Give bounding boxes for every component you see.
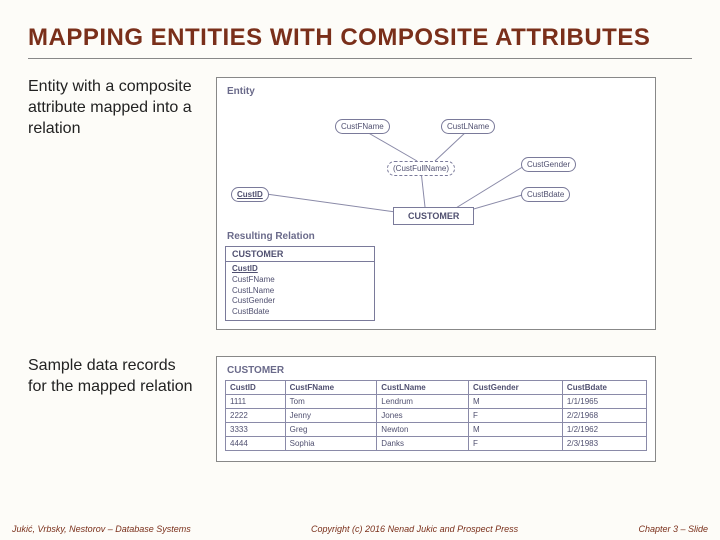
er-area: CustID CustFName CustLName (CustFullName) Cu… (225, 101, 647, 229)
sample-table: CustIDCustFNameCustLNameCustGenderCustBd… (225, 380, 647, 451)
table-header: CustFName (285, 380, 377, 394)
attr-custgender: CustGender (521, 157, 576, 172)
relation-col: CustFName (232, 275, 368, 286)
table-cell: Lendrum (377, 394, 469, 408)
table-cell: Jones (377, 408, 469, 422)
er-diagram-panel: Entity CustIDCustFNameCustLName(CustFull… (216, 77, 656, 330)
table-cell: M (468, 394, 562, 408)
sample-label: CUSTOMER (227, 365, 647, 376)
table-cell: 2/3/1983 (562, 436, 646, 450)
footer-left: Jukić, Vrbsky, Nestorov – Database Syste… (12, 524, 191, 534)
relation-col: CustID (232, 264, 368, 275)
table-cell: Jenny (285, 408, 377, 422)
relation-columns: CustIDCustFNameCustLNameCustGenderCustBd… (226, 262, 374, 320)
table-row: 3333GregNewtonM1/2/1962 (226, 422, 647, 436)
attr-custid: CustID (231, 187, 269, 202)
table-header: CustLName (377, 380, 469, 394)
table-cell: Newton (377, 422, 469, 436)
attr-custfname: CustFName (335, 119, 390, 134)
relation-box: CUSTOMER CustIDCustFNameCustLNameCustGen… (225, 246, 375, 321)
table-cell: Greg (285, 422, 377, 436)
table-cell: F (468, 408, 562, 422)
table-row: 1111TomLendrumM1/1/1965 (226, 394, 647, 408)
table-cell: 2/2/1968 (562, 408, 646, 422)
table-row: 2222JennyJonesF2/2/1968 (226, 408, 647, 422)
table-cell: 1/2/1962 (562, 422, 646, 436)
slide-title: MAPPING ENTITIES WITH COMPOSITE ATTRIBUT… (28, 24, 692, 59)
attr-custlname: CustLName (441, 119, 495, 134)
description-2: Sample data records for the mapped relat… (28, 356, 198, 462)
footer-mid: Copyright (c) 2016 Nenad Jukic and Prosp… (191, 524, 639, 534)
entity-box: CUSTOMER (393, 207, 474, 225)
table-cell: 1/1/1965 (562, 394, 646, 408)
attr-custbdate: CustBdate (521, 187, 570, 202)
relation-name: CUSTOMER (226, 247, 374, 262)
table-cell: 3333 (226, 422, 286, 436)
relation-col: CustBdate (232, 307, 368, 318)
table-cell: M (468, 422, 562, 436)
table-header: CustID (226, 380, 286, 394)
label-resulting: Resulting Relation (227, 231, 647, 242)
attr-custfullname: (CustFullName) (387, 161, 455, 176)
relation-col: CustLName (232, 286, 368, 297)
description-1: Entity with a composite attribute mapped… (28, 77, 198, 330)
footer-right: Chapter 3 – Slide (638, 524, 708, 534)
table-cell: 1111 (226, 394, 286, 408)
table-cell: Sophia (285, 436, 377, 450)
table-header: CustBdate (562, 380, 646, 394)
table-cell: Danks (377, 436, 469, 450)
footer: Jukić, Vrbsky, Nestorov – Database Syste… (0, 524, 720, 534)
table-row: 4444SophiaDanksF2/3/1983 (226, 436, 647, 450)
table-cell: 4444 (226, 436, 286, 450)
relation-col: CustGender (232, 296, 368, 307)
label-entity: Entity (227, 86, 647, 97)
table-cell: F (468, 436, 562, 450)
sample-data-panel: CUSTOMER CustIDCustFNameCustLNameCustGen… (216, 356, 656, 462)
table-cell: Tom (285, 394, 377, 408)
table-cell: 2222 (226, 408, 286, 422)
table-header: CustGender (468, 380, 562, 394)
